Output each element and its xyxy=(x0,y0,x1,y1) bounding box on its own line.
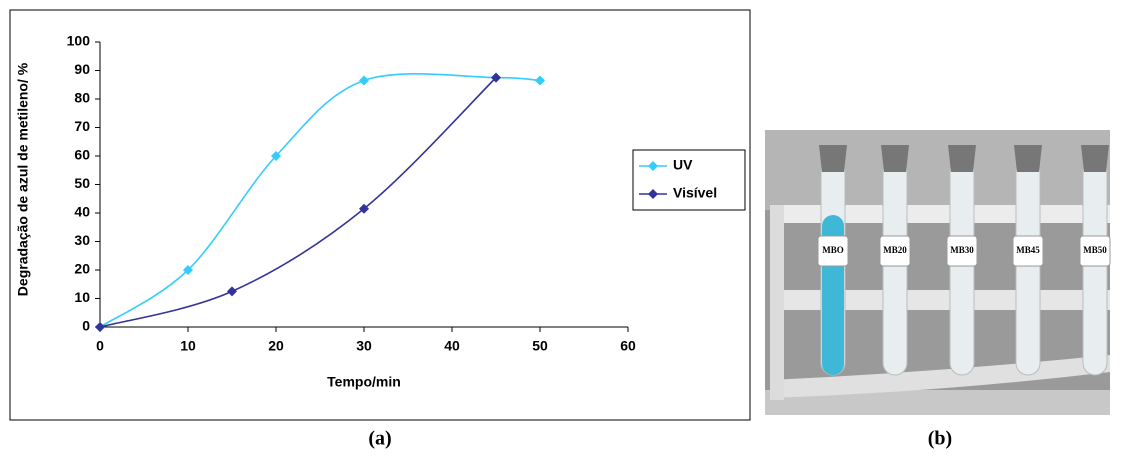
y-tick-label: 10 xyxy=(74,289,90,305)
point xyxy=(535,75,545,86)
series-line xyxy=(99,77,497,328)
point xyxy=(271,151,281,161)
legend-marker xyxy=(648,189,658,199)
point xyxy=(359,203,369,214)
point xyxy=(227,286,237,297)
x-tick-label: 40 xyxy=(444,338,460,354)
legend-label: Visível xyxy=(673,185,717,201)
tube-label: MB50 xyxy=(1083,245,1107,255)
point xyxy=(359,75,369,86)
rack-side xyxy=(770,205,784,400)
tube-cap xyxy=(1081,145,1109,172)
tube-label: MB45 xyxy=(1016,245,1040,255)
x-tick-label: 0 xyxy=(96,338,104,354)
x-tick-label: 20 xyxy=(268,338,284,354)
legend-box xyxy=(632,149,746,211)
y-tick-label: 70 xyxy=(74,118,90,134)
legend-label: UV xyxy=(673,157,693,173)
y-tick-label: 100 xyxy=(67,33,91,49)
label-tag xyxy=(1012,235,1044,267)
tube-label: MBO xyxy=(822,245,844,255)
legend-marker xyxy=(648,161,658,171)
x-tick-label: 10 xyxy=(180,338,196,354)
x-tick-label: 30 xyxy=(356,338,372,354)
point xyxy=(491,72,501,83)
y-tick-label: 90 xyxy=(74,61,90,77)
tube-label: MB20 xyxy=(883,245,907,255)
tube-cap xyxy=(819,145,847,172)
caption: (a) xyxy=(368,428,391,450)
y-tick-label: 80 xyxy=(74,90,90,106)
y-tick-label: 50 xyxy=(74,175,90,191)
label-tag xyxy=(817,235,849,267)
x-axis-label: Tempo/min xyxy=(327,374,401,390)
caption: (b) xyxy=(928,428,952,450)
y-tick-label: 40 xyxy=(74,204,90,220)
photo: MBO MB20 MB30 MB45 MB50 xyxy=(765,130,1111,415)
y-tick-label: 60 xyxy=(74,147,90,163)
tube-cap xyxy=(881,145,909,172)
x-tick-label: 50 xyxy=(532,338,548,354)
chart-frame xyxy=(9,9,751,421)
y-axis-label: Degradação de azul de metileno/ % xyxy=(15,62,31,296)
y-tick-label: 20 xyxy=(74,261,90,277)
tube-cap xyxy=(948,145,976,172)
label-tag xyxy=(879,235,911,267)
tube xyxy=(1015,159,1041,376)
tube-cap xyxy=(1014,145,1042,172)
y-tick-label: 0 xyxy=(82,318,90,334)
label-tag xyxy=(1079,235,1111,267)
label-tag xyxy=(946,235,978,267)
point xyxy=(183,265,193,275)
tube xyxy=(1082,159,1108,376)
tube xyxy=(882,159,908,376)
point xyxy=(95,322,105,332)
y-tick-label: 30 xyxy=(74,232,90,248)
tube-label: MB30 xyxy=(950,245,974,255)
x-tick-label: 60 xyxy=(620,338,636,354)
tube xyxy=(949,159,975,376)
photo-wall xyxy=(765,130,1110,210)
